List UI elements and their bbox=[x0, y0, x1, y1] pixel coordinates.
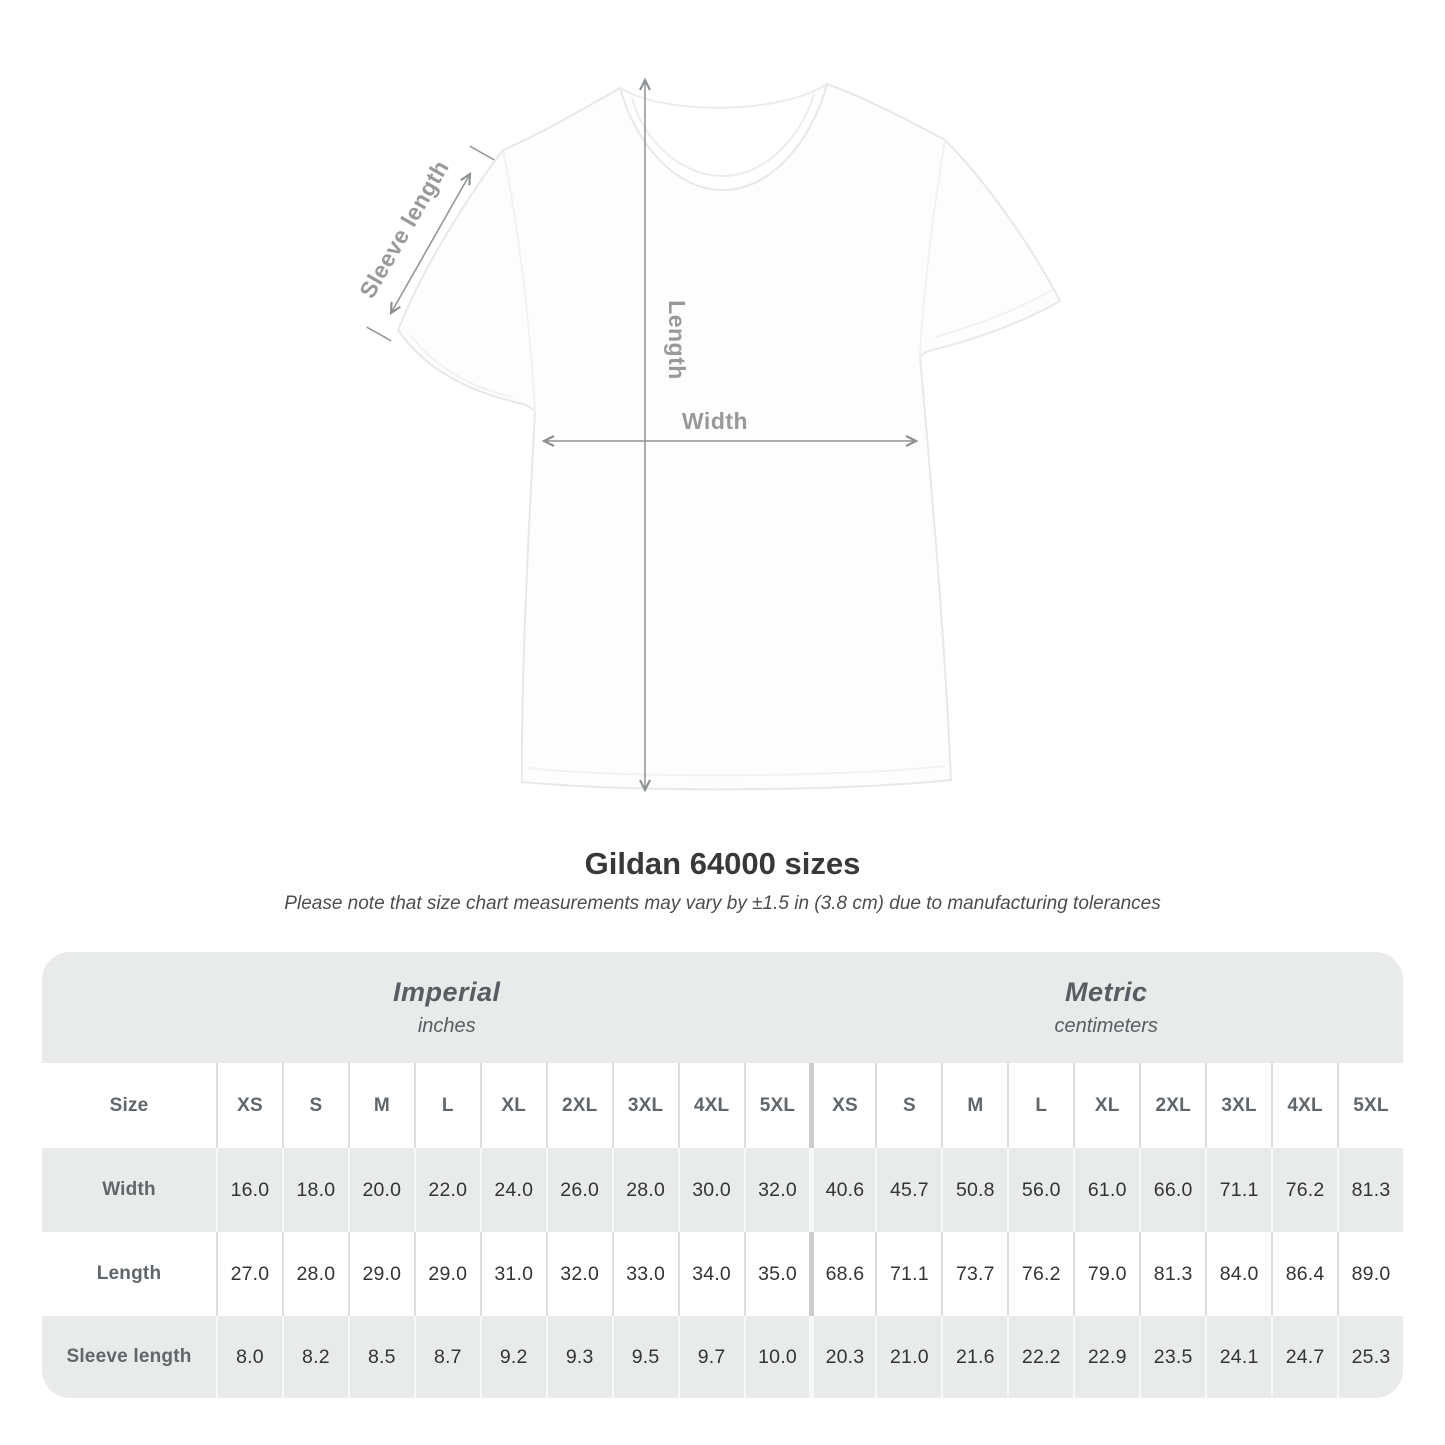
collar-back-seam bbox=[619, 83, 828, 109]
value-cell: 21.0 bbox=[875, 1316, 942, 1398]
value-cell: 86.4 bbox=[1271, 1232, 1338, 1316]
tshirt-illustration bbox=[396, 82, 1062, 791]
value-cell: 10.0 bbox=[743, 1316, 810, 1398]
value-cell: 22.2 bbox=[1007, 1316, 1074, 1398]
value-cell: 45.7 bbox=[875, 1148, 942, 1232]
tshirt-figure: Sleeve length Length Width bbox=[354, 40, 1062, 840]
width-dimension: Width bbox=[544, 408, 916, 441]
value-cell: 76.2 bbox=[1007, 1232, 1074, 1316]
value-cell: 25.3 bbox=[1337, 1316, 1403, 1398]
value-cell: 71.1 bbox=[1205, 1148, 1272, 1232]
left-armhole-seam bbox=[502, 149, 536, 413]
value-cell: 89.0 bbox=[1337, 1232, 1403, 1316]
size-header-imperial-s: S bbox=[281, 1063, 348, 1148]
row-label: Sleeve length bbox=[42, 1316, 216, 1398]
value-cell: 24.1 bbox=[1205, 1316, 1272, 1398]
value-cell: 29.0 bbox=[347, 1232, 414, 1316]
value-cell: 18.0 bbox=[281, 1148, 348, 1232]
value-cell: 9.3 bbox=[545, 1316, 612, 1398]
value-cell: 76.2 bbox=[1271, 1148, 1338, 1232]
right-sleeve-hem bbox=[934, 289, 1053, 338]
value-cell: 31.0 bbox=[479, 1232, 546, 1316]
size-header-metric-xs: XS bbox=[809, 1063, 876, 1148]
size-header-metric-m: M bbox=[941, 1063, 1008, 1148]
value-cell: 61.0 bbox=[1073, 1148, 1140, 1232]
metric-unit-label: centimeters bbox=[1054, 1015, 1158, 1037]
value-cell: 9.5 bbox=[611, 1316, 678, 1398]
value-cell: 26.0 bbox=[545, 1148, 612, 1232]
value-cell: 24.7 bbox=[1271, 1316, 1338, 1398]
row-label: Length bbox=[42, 1232, 216, 1316]
row-label: Width bbox=[42, 1148, 216, 1232]
size-header-metric-3xl: 3XL bbox=[1205, 1063, 1272, 1148]
size-table-grid: Imperial inches Metric centimeters Size X… bbox=[42, 952, 1403, 1398]
value-cell: 20.0 bbox=[347, 1148, 414, 1232]
value-cell: 40.6 bbox=[809, 1148, 876, 1232]
value-cell: 20.3 bbox=[809, 1316, 876, 1398]
value-cell: 23.5 bbox=[1139, 1316, 1206, 1398]
value-cell: 9.7 bbox=[677, 1316, 744, 1398]
metric-section-header: Metric centimeters bbox=[809, 952, 1403, 1063]
value-cell: 34.0 bbox=[677, 1232, 744, 1316]
size-header-metric-5xl: 5XL bbox=[1337, 1063, 1403, 1148]
value-cell: 73.7 bbox=[941, 1232, 1008, 1316]
value-cell: 71.1 bbox=[875, 1232, 942, 1316]
size-header-metric-2xl: 2XL bbox=[1139, 1063, 1206, 1148]
size-header-imperial-xl: XL bbox=[479, 1063, 546, 1148]
value-cell: 56.0 bbox=[1007, 1148, 1074, 1232]
value-cell: 66.0 bbox=[1139, 1148, 1206, 1232]
value-cell: 21.6 bbox=[941, 1316, 1008, 1398]
value-cell: 32.0 bbox=[545, 1232, 612, 1316]
width-label: Width bbox=[682, 408, 748, 434]
value-cell: 24.0 bbox=[479, 1148, 546, 1232]
value-cell: 32.0 bbox=[743, 1148, 810, 1232]
value-cell: 8.7 bbox=[413, 1316, 480, 1398]
value-cell: 29.0 bbox=[413, 1232, 480, 1316]
size-header-metric-s: S bbox=[875, 1063, 942, 1148]
value-cell: 27.0 bbox=[216, 1232, 282, 1316]
bottom-hem bbox=[526, 765, 946, 777]
size-header-metric-4xl: 4XL bbox=[1271, 1063, 1338, 1148]
size-header-metric-l: L bbox=[1007, 1063, 1074, 1148]
value-cell: 8.5 bbox=[347, 1316, 414, 1398]
size-header-imperial-xs: XS bbox=[216, 1063, 282, 1148]
value-cell: 84.0 bbox=[1205, 1232, 1272, 1316]
left-sleeve-hem bbox=[409, 334, 514, 398]
right-armhole-seam bbox=[919, 139, 946, 358]
value-cell: 28.0 bbox=[611, 1148, 678, 1232]
imperial-label: Imperial bbox=[392, 977, 501, 1007]
size-header-imperial-m: M bbox=[347, 1063, 414, 1148]
length-label: Length bbox=[664, 300, 690, 380]
size-header-metric-xl: XL bbox=[1073, 1063, 1140, 1148]
value-cell: 81.3 bbox=[1139, 1232, 1206, 1316]
value-cell: 8.0 bbox=[216, 1316, 282, 1398]
value-cell: 28.0 bbox=[281, 1232, 348, 1316]
value-cell: 22.0 bbox=[413, 1148, 480, 1232]
size-header-imperial-3xl: 3XL bbox=[611, 1063, 678, 1148]
value-cell: 8.2 bbox=[281, 1316, 348, 1398]
size-header-imperial-5xl: 5XL bbox=[743, 1063, 810, 1148]
size-header-imperial-l: L bbox=[413, 1063, 480, 1148]
value-cell: 81.3 bbox=[1337, 1148, 1403, 1232]
imperial-unit-label: inches bbox=[417, 1015, 476, 1037]
page-title: Gildan 64000 sizes bbox=[584, 846, 861, 881]
length-dimension: Length bbox=[645, 80, 690, 790]
tolerance-note: Please note that size chart measurements… bbox=[284, 893, 1161, 914]
value-cell: 33.0 bbox=[611, 1232, 678, 1316]
imperial-section-header: Imperial inches bbox=[42, 952, 810, 1063]
value-cell: 30.0 bbox=[677, 1148, 744, 1232]
metric-label: Metric bbox=[1064, 977, 1148, 1007]
value-cell: 22.9 bbox=[1073, 1316, 1140, 1398]
value-cell: 16.0 bbox=[216, 1148, 282, 1232]
value-cell: 9.2 bbox=[479, 1316, 546, 1398]
size-header-imperial-2xl: 2XL bbox=[545, 1063, 612, 1148]
value-cell: 35.0 bbox=[743, 1232, 810, 1316]
size-corner-header: Size bbox=[42, 1063, 216, 1148]
value-cell: 68.6 bbox=[809, 1232, 876, 1316]
value-cell: 79.0 bbox=[1073, 1232, 1140, 1316]
value-cell: 50.8 bbox=[941, 1148, 1008, 1232]
size-header-imperial-4xl: 4XL bbox=[677, 1063, 744, 1148]
